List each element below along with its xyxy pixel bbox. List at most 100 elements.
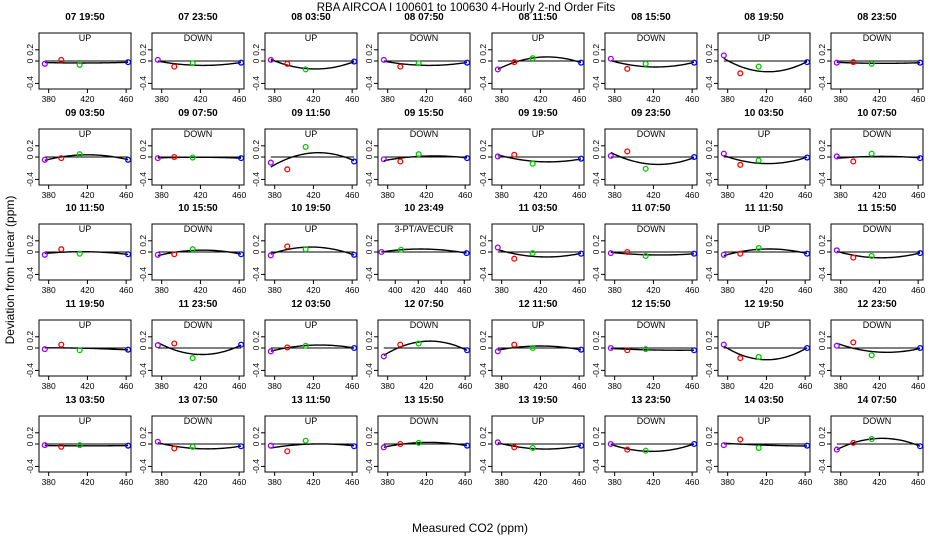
panel-direction: DOWN bbox=[410, 320, 439, 330]
fit-curve bbox=[610, 443, 695, 453]
x-tick-label: 460 bbox=[572, 381, 586, 391]
panel-direction: UP bbox=[758, 416, 771, 426]
fit-curve bbox=[270, 443, 355, 449]
data-point bbox=[125, 156, 132, 163]
x-tick-label: 460 bbox=[572, 477, 586, 487]
y-tick-label: -0.4 bbox=[251, 459, 261, 474]
panel-direction: UP bbox=[532, 33, 545, 43]
x-tick-label: 380 bbox=[42, 285, 56, 295]
panel-title: 08 15:50 bbox=[631, 12, 671, 23]
data-point bbox=[284, 243, 291, 250]
y-tick-label: 0.2 bbox=[138, 235, 148, 247]
fit-curve bbox=[610, 59, 695, 68]
y-tick-label: 0 bbox=[704, 249, 714, 254]
data-point bbox=[58, 246, 65, 253]
data-point bbox=[351, 251, 358, 258]
y-tick-label: 0.2 bbox=[251, 427, 261, 439]
panel: 10 19:50 UP -0.4 0 0.2 380 420 460 bbox=[251, 203, 360, 295]
x-tick-label: 460 bbox=[798, 285, 812, 295]
data-point bbox=[58, 443, 65, 450]
y-tick-label: 0.2 bbox=[251, 44, 261, 56]
panel: 09 03:50 UP -0.4 0 0.2 380 420 460 bbox=[25, 108, 134, 200]
data-point bbox=[607, 55, 614, 62]
y-tick-label: 0.2 bbox=[364, 331, 374, 343]
panel: 12 03:50 UP -0.4 0 0.2 380 420 460 bbox=[251, 299, 360, 391]
y-tick-label: 0.2 bbox=[478, 235, 488, 247]
y-tick-label: -0.4 bbox=[817, 76, 827, 91]
data-point bbox=[529, 344, 536, 352]
data-point bbox=[415, 340, 422, 347]
x-tick-label: 460 bbox=[232, 190, 246, 200]
y-tick-label: 0 bbox=[478, 58, 488, 63]
panel-title: 10 23:49 bbox=[404, 203, 444, 214]
panel-direction: UP bbox=[758, 320, 771, 330]
y-tick-label: 0 bbox=[251, 345, 261, 350]
x-tick-label: 460 bbox=[685, 94, 699, 104]
data-point bbox=[868, 150, 875, 157]
y-tick-label: 0 bbox=[591, 345, 601, 350]
x-tick-label: 380 bbox=[721, 94, 735, 104]
panel-title: 10 19:50 bbox=[291, 203, 331, 214]
panel-title: 12 19:50 bbox=[744, 299, 784, 310]
data-point bbox=[642, 447, 649, 454]
y-tick-label: 0.2 bbox=[25, 427, 35, 439]
data-point bbox=[691, 153, 698, 161]
x-tick-label: 380 bbox=[42, 381, 56, 391]
data-point bbox=[171, 153, 178, 161]
panel-title: 13 15:50 bbox=[404, 395, 444, 406]
x-tick-label: 460 bbox=[458, 381, 472, 391]
data-point bbox=[804, 154, 811, 161]
panel: 13 23:50 DOWN -0.4 0 0.2 380 420 460 bbox=[591, 395, 700, 487]
y-tick-label: 0.2 bbox=[704, 140, 714, 152]
x-tick-label: 420 bbox=[646, 190, 660, 200]
x-tick-label: 460 bbox=[798, 190, 812, 200]
panel-title: 13 07:50 bbox=[178, 395, 218, 406]
y-tick-label: 0.2 bbox=[591, 140, 601, 152]
panel-direction: DOWN bbox=[184, 129, 213, 139]
x-tick-label: 420 bbox=[193, 94, 207, 104]
data-point bbox=[189, 443, 196, 450]
panel-title: 13 19:50 bbox=[518, 395, 558, 406]
y-tick-label: 0 bbox=[591, 441, 601, 446]
x-tick-label: 420 bbox=[533, 381, 547, 391]
data-point bbox=[804, 250, 811, 257]
data-point bbox=[189, 246, 196, 253]
y-tick-label: -0.4 bbox=[478, 363, 488, 378]
x-tick-label: 460 bbox=[572, 190, 586, 200]
data-point bbox=[464, 59, 471, 66]
x-tick-label: 380 bbox=[155, 381, 169, 391]
y-tick-label: 0.2 bbox=[25, 44, 35, 56]
data-point bbox=[737, 355, 744, 362]
data-point bbox=[494, 153, 501, 160]
data-point bbox=[917, 155, 924, 162]
y-tick-label: 0 bbox=[364, 345, 374, 350]
y-tick-label: -0.4 bbox=[817, 267, 827, 282]
data-point bbox=[917, 59, 924, 66]
x-tick-label: 380 bbox=[381, 381, 395, 391]
data-point bbox=[76, 250, 83, 257]
data-point bbox=[267, 442, 274, 449]
panel: 12 11:50 UP -0.4 0 0.2 380 420 460 bbox=[478, 299, 587, 391]
panel-direction: 3-PT/AVECUR bbox=[395, 224, 454, 234]
y-tick-label: -0.4 bbox=[138, 459, 148, 474]
x-tick-label: 460 bbox=[232, 381, 246, 391]
y-tick-label: 0 bbox=[364, 441, 374, 446]
panel-direction: UP bbox=[532, 416, 545, 426]
x-tick-label: 420 bbox=[646, 285, 660, 295]
data-point bbox=[850, 339, 857, 346]
data-point bbox=[125, 251, 132, 258]
x-tick-label: 420 bbox=[80, 381, 94, 391]
panel-title: 12 15:50 bbox=[631, 299, 671, 310]
x-tick-label: 380 bbox=[834, 285, 848, 295]
y-tick-label: 0.2 bbox=[704, 235, 714, 247]
x-tick-label: 420 bbox=[306, 94, 320, 104]
y-tick-label: 0 bbox=[478, 345, 488, 350]
panel: 08 23:50 DOWN -0.4 0 0.2 380 420 460 bbox=[817, 12, 926, 104]
x-tick-label: 420 bbox=[759, 190, 773, 200]
x-tick-label: 380 bbox=[721, 190, 735, 200]
y-tick-label: 0 bbox=[138, 154, 148, 159]
y-tick-label: 0 bbox=[251, 154, 261, 159]
data-point bbox=[529, 444, 536, 451]
x-tick-label: 460 bbox=[345, 190, 359, 200]
panel-title: 11 23:50 bbox=[179, 299, 218, 310]
